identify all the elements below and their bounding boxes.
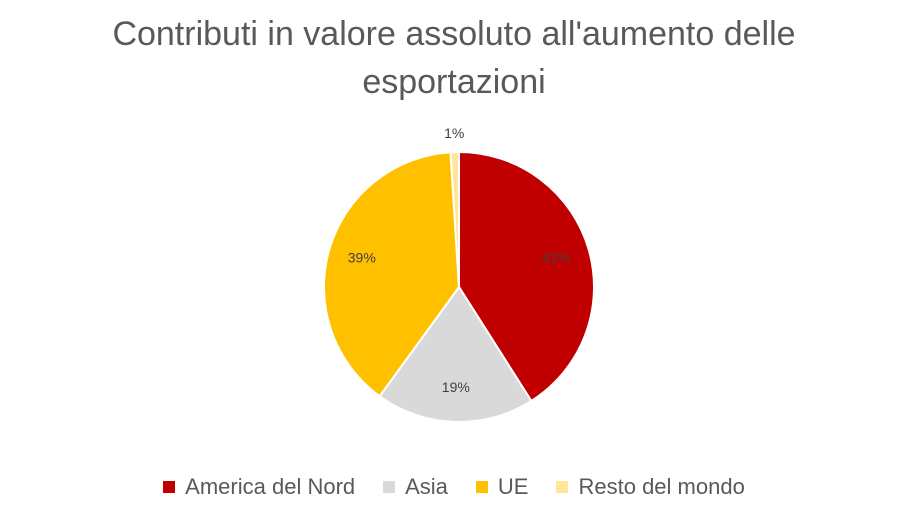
legend: America del Nord Asia UE Resto del mondo [0,474,908,500]
legend-label: UE [497,474,529,499]
legend-item: Asia [383,474,448,500]
legend-swatch [475,481,488,493]
legend-label: Asia [405,474,448,499]
legend-swatch [383,481,396,493]
legend-swatch [163,481,176,493]
legend-swatch [556,481,569,493]
pie-slice [378,285,533,423]
data-label: 39% [348,249,376,265]
pie-slice [323,151,461,398]
legend-item: America del Nord [163,474,355,500]
data-label: 1% [444,125,464,141]
data-label: 41% [542,249,570,265]
legend-label: America del Nord [185,474,356,499]
pie-slice [449,150,460,288]
data-label: 19% [442,379,470,395]
chart-title: Contributi in valore assoluto all'aument… [112,15,796,101]
legend-item: UE [475,474,529,500]
legend-label: Resto del mondo [578,474,745,499]
legend-item: Resto del mondo [556,474,745,500]
